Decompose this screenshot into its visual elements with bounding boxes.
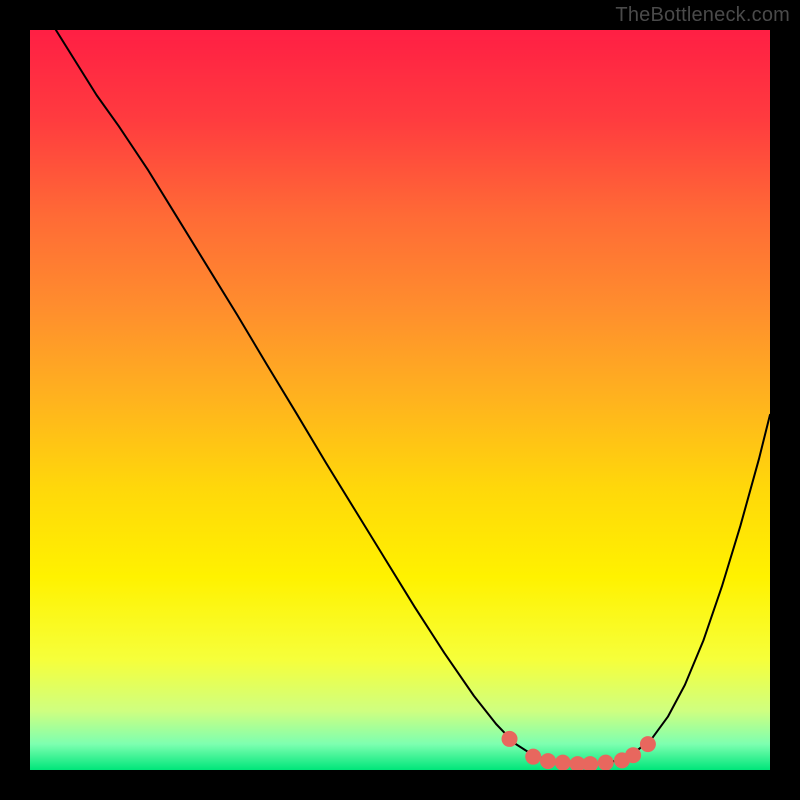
marker-dot [598, 755, 614, 770]
watermark-text: TheBottleneck.com [615, 4, 790, 27]
marker-dot [640, 736, 656, 752]
chart-frame: { "watermark": { "text": "TheBottleneck.… [0, 0, 800, 800]
marker-dot [525, 749, 541, 765]
bottleneck-chart [30, 30, 770, 770]
marker-dot [555, 755, 571, 770]
plot-background [30, 30, 770, 770]
marker-dot [502, 731, 518, 747]
marker-dot [540, 753, 556, 769]
marker-dot [625, 747, 641, 763]
